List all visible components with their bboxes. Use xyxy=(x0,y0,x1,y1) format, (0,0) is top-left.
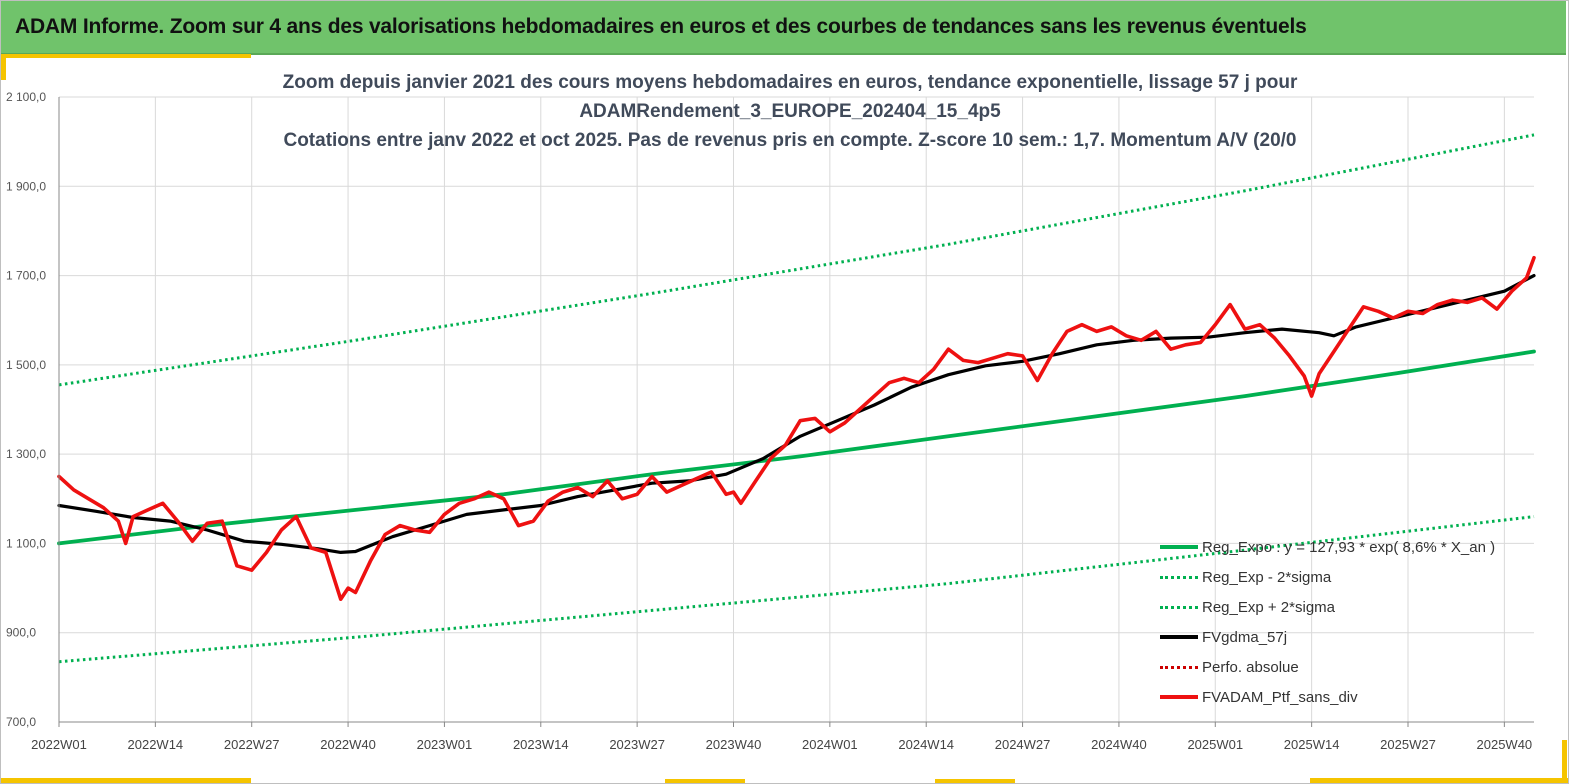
axes: 700,0 900,0 1 100,0 1 300,0 1 500,0 1 700,0 1 … xyxy=(6,90,1534,752)
accent-bar-top-left xyxy=(1,54,251,58)
x-tick-label: 2025W27 xyxy=(1380,737,1436,752)
legend-label: Reg_Exp - 2*sigma xyxy=(1202,568,1332,586)
legend-item: FVgdma_57j xyxy=(1160,622,1495,652)
accent-bar-top-left-vertical xyxy=(1,54,6,80)
x-tick-label: 2024W40 xyxy=(1091,737,1147,752)
y-tick-label: 1 500,0 xyxy=(6,358,46,372)
x-tick-label: 2025W14 xyxy=(1284,737,1340,752)
legend-swatch xyxy=(1160,665,1198,669)
legend-item: Reg_Exp + 2*sigma xyxy=(1160,592,1495,622)
legend-swatch xyxy=(1160,635,1198,639)
chart-title-line-2: ADAMRendement_3_EUROPE_202404_15_4p5 xyxy=(579,101,1001,122)
accent-bar-bottom-mid-2 xyxy=(935,779,1015,783)
series-line-reg_expo xyxy=(57,349,1536,546)
y-tick-label: 1 700,0 xyxy=(6,269,46,283)
y-tick-label: 900,0 xyxy=(6,626,36,640)
y-tick-label: 1 300,0 xyxy=(6,447,46,461)
x-tick-label: 2024W01 xyxy=(802,737,858,752)
x-tick-label: 2022W01 xyxy=(31,737,87,752)
x-tick-label: 2022W40 xyxy=(320,737,376,752)
x-tick-label: 2022W14 xyxy=(128,737,184,752)
series-line-reg_exp xyxy=(58,133,1535,387)
y-tick-label: 1 100,0 xyxy=(6,536,46,550)
series-line-reg_exp xyxy=(58,515,1535,664)
legend-swatch xyxy=(1160,575,1198,579)
y-tick-label: 1 900,0 xyxy=(6,179,46,193)
legend-label: Reg_Expo : y = 127,93 * exp( 8,6% * X_an… xyxy=(1202,538,1496,556)
header-bar: ADAM Informe. Zoom sur 4 ans des valoris… xyxy=(1,1,1566,55)
series-lines xyxy=(57,133,1536,664)
accent-bar-bottom-mid-1 xyxy=(665,779,745,783)
legend-label: Reg_Exp + 2*sigma xyxy=(1202,598,1335,616)
legend-item: Reg_Exp - 2*sigma xyxy=(1160,562,1495,592)
chart-title-line-3: Cotations entre janv 2022 et oct 2025. P… xyxy=(283,130,1297,151)
x-tick-label: 2022W27 xyxy=(224,737,280,752)
legend-label: FVgdma_57j xyxy=(1202,628,1288,646)
x-tick-label: 2025W40 xyxy=(1477,737,1533,752)
x-tick-label: 2023W14 xyxy=(513,737,569,752)
legend-swatch xyxy=(1160,695,1198,699)
x-tick-label: 2024W14 xyxy=(898,737,954,752)
x-tick-label: 2025W01 xyxy=(1187,737,1243,752)
legend-item: FVADAM_Ptf_sans_div xyxy=(1160,682,1495,712)
legend-item: Reg_Expo : y = 127,93 * exp( 8,6% * X_an… xyxy=(1160,532,1495,562)
legend-item: Perfo. absolue xyxy=(1160,652,1495,682)
series-line-fvadam_ptf_sans_div xyxy=(57,255,1536,602)
x-tick-label: 2024W27 xyxy=(995,737,1051,752)
accent-bar-bottom-left xyxy=(1,778,251,783)
legend-swatch xyxy=(1160,545,1198,549)
chart-legend: Reg_Expo : y = 127,93 * exp( 8,6% * X_an… xyxy=(1160,532,1495,712)
y-tick-label: 2 100,0 xyxy=(6,90,46,104)
legend-swatch xyxy=(1160,605,1198,609)
chart-title-line-1: Zoom depuis janvier 2021 des cours moyen… xyxy=(282,72,1298,93)
chart-title: Zoom depuis janvier 2021 des cours moyen… xyxy=(60,68,1520,155)
y-tick-label: 700,0 xyxy=(6,715,36,729)
header-title: ADAM Informe. Zoom sur 4 ans des valoris… xyxy=(15,15,1307,38)
x-tick-label: 2023W01 xyxy=(417,737,473,752)
x-tick-label: 2023W27 xyxy=(609,737,665,752)
legend-label: FVADAM_Ptf_sans_div xyxy=(1202,688,1358,706)
x-tick-label: 2023W40 xyxy=(706,737,762,752)
series-line-fvgdma_57j xyxy=(57,274,1536,555)
accent-bar-bottom-right xyxy=(1310,778,1568,783)
accent-bar-bottom-right-vertical xyxy=(1562,740,1567,783)
legend-label: Perfo. absolue xyxy=(1202,658,1299,676)
